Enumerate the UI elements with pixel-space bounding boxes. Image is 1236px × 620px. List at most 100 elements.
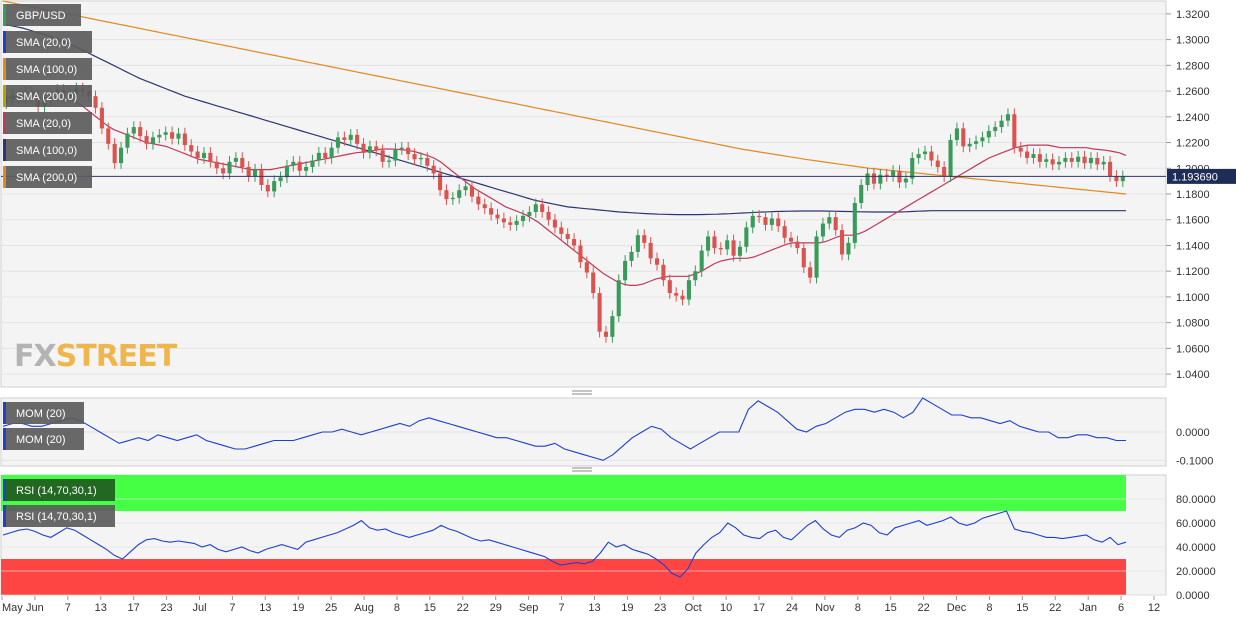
splitter-grip-1[interactable] [572,390,592,395]
candle[interactable] [808,261,813,284]
candle[interactable] [1069,152,1074,168]
candle[interactable] [291,156,296,172]
candle[interactable] [348,129,353,146]
candle[interactable] [1031,148,1036,164]
candle[interactable] [731,234,736,262]
candle[interactable] [737,240,743,262]
candle[interactable] [776,212,781,232]
candle[interactable] [540,198,545,218]
candle[interactable] [840,224,845,261]
candle[interactable] [463,180,468,196]
candle[interactable] [469,180,475,203]
candle[interactable] [425,152,430,172]
candle[interactable] [1005,108,1010,127]
candle[interactable] [272,175,277,198]
candle[interactable] [284,159,289,184]
candle[interactable] [750,210,755,234]
candle[interactable] [974,135,979,150]
candle[interactable] [240,152,245,173]
candle[interactable] [106,122,111,150]
candle[interactable] [489,202,494,221]
candle[interactable] [865,167,870,191]
candle[interactable] [1044,153,1049,168]
candle[interactable] [584,256,589,279]
candle[interactable] [1025,145,1030,164]
candle[interactable] [482,198,487,214]
candle[interactable] [393,143,398,167]
candle[interactable] [699,244,704,277]
candle[interactable] [355,129,360,150]
candle[interactable] [833,211,838,236]
candle[interactable] [374,140,379,157]
candle[interactable] [1050,153,1055,171]
candle[interactable] [706,230,711,257]
candle[interactable] [418,152,423,166]
candle[interactable] [195,145,200,164]
candle[interactable] [1063,152,1068,168]
candle[interactable] [527,206,532,222]
legend-item[interactable]: SMA (200,0) [3,166,92,188]
candle[interactable] [871,167,877,190]
candle[interactable] [99,102,104,135]
legend-item[interactable]: SMA (20,0) [3,31,92,53]
candle[interactable] [125,127,130,154]
candle[interactable] [335,131,341,154]
candle[interactable] [954,122,959,146]
candle[interactable] [788,231,794,248]
candle[interactable] [654,252,660,271]
candle[interactable] [814,230,819,284]
candle[interactable] [412,148,417,166]
candle[interactable] [119,141,124,169]
candle[interactable] [1056,156,1062,171]
candle[interactable] [922,145,928,160]
candle[interactable] [138,121,143,142]
candle[interactable] [686,274,691,306]
candle[interactable] [903,172,908,189]
candle[interactable] [948,134,953,182]
candle[interactable] [144,130,149,150]
candle[interactable] [304,161,309,177]
rsi-legend[interactable]: RSI (14,70,30,1) RSI (14,70,30,1) [3,479,115,527]
candle[interactable] [208,147,213,168]
candle[interactable] [450,192,455,205]
candle[interactable] [246,161,251,182]
legend-item[interactable]: GBP/USD [3,4,81,26]
candle[interactable] [438,167,443,196]
candle[interactable] [591,266,596,299]
candle[interactable] [852,197,857,249]
candle[interactable] [942,161,947,182]
candle[interactable] [565,228,570,245]
candle[interactable] [878,168,883,190]
candle[interactable] [533,198,538,218]
candle[interactable] [674,287,679,302]
candle[interactable] [967,138,972,153]
candle[interactable] [718,242,723,256]
candle[interactable] [457,184,462,204]
candle[interactable] [980,131,985,148]
candle[interactable] [214,156,219,175]
candle[interactable] [476,190,481,211]
candle[interactable] [929,145,934,167]
candle[interactable] [623,255,628,286]
legend-item[interactable]: SMA (100,0) [3,139,92,161]
candle[interactable] [182,127,187,151]
candle[interactable] [827,211,832,230]
candle[interactable] [1114,170,1119,187]
legend-item[interactable]: SMA (200,0) [3,85,92,107]
candle[interactable] [1082,150,1087,169]
candle[interactable] [227,156,232,180]
candle[interactable] [999,114,1004,133]
candle[interactable] [444,184,449,205]
candle[interactable] [367,140,372,159]
candle[interactable] [603,325,609,343]
candle[interactable] [150,131,155,150]
candle[interactable] [157,129,162,144]
candle[interactable] [910,152,915,185]
candle[interactable] [1088,152,1093,169]
candle[interactable] [935,154,940,173]
legend[interactable]: GBP/USD SMA (20,0) SMA (100,0) SMA (200,0) S… [3,4,92,188]
candle[interactable] [769,212,774,231]
candle[interactable] [176,127,181,145]
rsi-legend-item[interactable]: RSI (14,70,30,1) [3,505,115,527]
